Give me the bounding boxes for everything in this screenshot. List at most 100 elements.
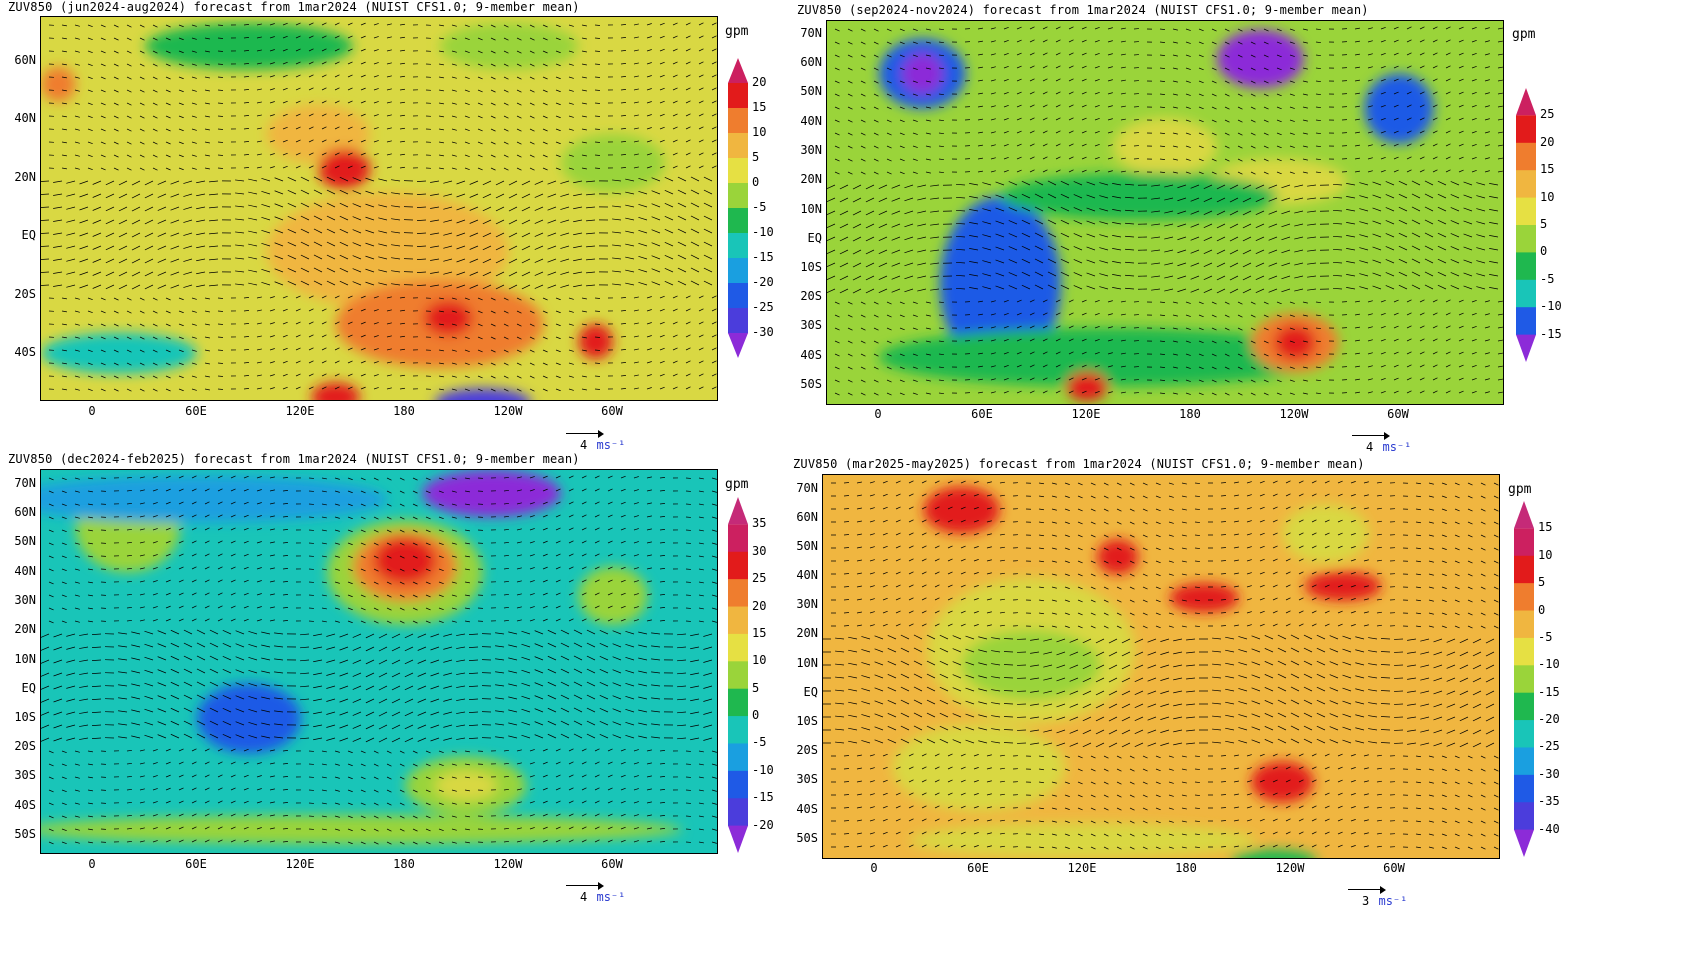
colorbar-segment [728,606,748,635]
anomaly-region [439,22,579,70]
colorbar-scale [1514,501,1534,857]
colorbar-label: -20 [1538,712,1560,727]
lat-label: 10S [796,714,818,728]
lon-label: 0 [874,407,882,421]
colorbar-label: -20 [752,817,774,832]
map-plot[interactable] [822,474,1500,859]
lon-label: 120W [493,404,523,418]
colorbar-segment [1514,747,1534,776]
colorbar-label: 0 [752,175,760,189]
anomaly-region [41,475,388,523]
colorbar-segment [1516,197,1536,226]
anomaly-region [435,388,531,400]
colorbar-segment [728,333,748,358]
reference-arrow-icon [1348,885,1386,895]
map-plot[interactable] [826,20,1504,405]
map-plot[interactable] [40,469,718,854]
anomaly-region [561,133,665,193]
colorbar-label: 5 [1540,217,1548,231]
map-plot[interactable] [40,16,718,401]
colorbar-label: 15 [1540,162,1555,177]
reference-arrow-icon [566,429,604,439]
lat-label: 10S [800,260,822,274]
colorbar-segment [728,183,748,209]
colorbar-segment [1516,115,1536,144]
lon-label: 60W [1383,861,1405,875]
colorbar-segment [1514,528,1534,557]
lat-label: 10N [796,656,818,670]
lat-label: 40N [14,564,36,578]
colorbar-segment [1514,692,1534,721]
lon-label: 60W [601,404,623,418]
reference-vector-unit: ms⁻¹ [596,890,626,904]
lat-label: 20N [796,626,818,640]
anomaly-region [578,323,614,360]
anomaly-region [578,566,648,625]
lat-label: 60N [796,510,818,524]
lat-label: 60N [14,505,36,519]
colorbar-label: 30 [752,543,767,558]
anomaly-region [1304,571,1382,601]
anomaly-region [1251,761,1314,803]
reference-vector-value: 3 [1362,894,1370,908]
colorbar-segment [728,551,748,580]
map-field [41,17,717,400]
colorbar-segment [728,825,748,853]
lat-label: 40S [796,802,818,816]
anomaly-region [1113,117,1217,176]
lon-label: 60E [185,404,207,418]
colorbar-label: -15 [1540,326,1562,341]
colorbar-segment [728,770,748,799]
colorbar-label: -40 [1538,821,1560,836]
colorbar-label: -15 [1538,684,1560,699]
wind-vectors [41,22,717,392]
lat-label: EQ [21,228,36,242]
colorbar-unit: gpm [1508,482,1532,497]
anomaly-region [909,822,1257,858]
lat-label: 30S [14,768,36,782]
colorbar-segment [728,83,748,109]
reference-vector-unit: ms⁻¹ [596,438,626,452]
colorbar [1516,88,1536,362]
colorbar-segment [1514,774,1534,803]
colorbar-segment [728,524,748,553]
colorbar-segment [728,133,748,159]
lat-label: 10N [800,202,822,216]
lon-label: 60E [967,861,989,875]
colorbar-unit: gpm [1512,27,1536,42]
colorbar-segment [728,158,748,184]
colorbar-label: -20 [752,275,774,289]
lat-label: 50S [14,827,36,841]
colorbar-segment [1516,252,1536,281]
lon-label: 0 [870,861,878,875]
colorbar-label: -25 [752,300,774,314]
anomaly-region [923,486,1000,534]
lat-label: 30S [800,318,822,332]
colorbar-segment [728,633,748,662]
lon-label: 180 [1175,861,1197,875]
colorbar-segment [1514,555,1534,584]
anomaly-region [961,629,1101,701]
colorbar-segment [728,283,748,309]
colorbar-label: 0 [1538,602,1546,617]
anomaly-region [434,771,497,801]
lon-label: 120E [285,857,315,871]
colorbar-label: 20 [1540,134,1555,149]
colorbar-label: 5 [752,150,760,164]
anomaly-region [1274,325,1316,361]
colorbar-label: -35 [1538,794,1560,809]
lon-label: 180 [1179,407,1201,421]
lat-label: 60N [14,53,36,67]
colorbar-label: 10 [752,653,767,668]
colorbar-unit: gpm [725,477,749,492]
lat-label: 20S [800,289,822,303]
colorbar-segment [1514,501,1534,529]
lat-label: EQ [21,681,36,695]
anomaly-region [1231,849,1316,858]
lat-label: 50S [800,377,822,391]
lat-label: EQ [807,231,822,245]
colorbar [728,58,748,358]
anomaly-region [1282,504,1369,563]
colorbar-label: 25 [752,571,767,586]
panel-title: ZUV850 (sep2024-nov2024) forecast from 1… [797,3,1369,17]
